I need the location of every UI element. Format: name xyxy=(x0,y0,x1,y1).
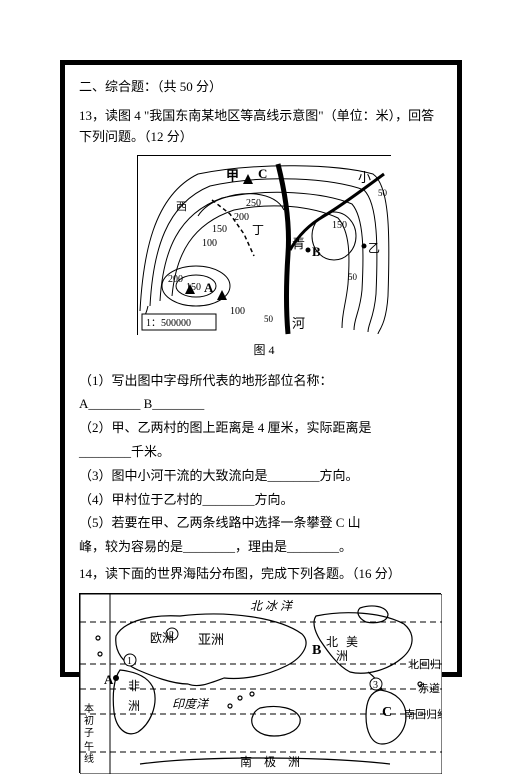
figure-4-caption: 图 4 xyxy=(137,341,391,360)
q13-1-blank-a: A________ xyxy=(79,396,140,411)
svg-text:150: 150 xyxy=(186,282,201,293)
svg-text:250: 250 xyxy=(246,198,261,209)
svg-text:丁: 丁 xyxy=(252,223,264,237)
q13-5b: 峰，较为容易的是________，理由是________。 xyxy=(79,537,443,558)
q13-5a: （5）若要在甲、乙两条线路中选择一条攀登 C 山 xyxy=(79,513,443,534)
svg-text:非: 非 xyxy=(128,679,140,693)
meridian-label-a: 本 xyxy=(84,702,94,715)
q14-stem: 14，读下面的世界海陆分布图，完成下列各题。（16 分） xyxy=(79,564,443,585)
svg-text:北回归线: 北回归线 xyxy=(408,657,442,671)
svg-text:50: 50 xyxy=(378,188,388,198)
svg-text:青: 青 xyxy=(292,236,305,251)
scale-label: 1：500000 xyxy=(146,318,191,329)
q13-1: （1）写出图中字母所代表的地形部位名称： xyxy=(79,371,443,392)
q13-1-blanks: A________ B________ xyxy=(79,394,443,415)
svg-text:50: 50 xyxy=(348,272,358,282)
svg-text:赤道: 赤道 xyxy=(418,681,440,695)
q13-2a: （2）甲、乙两村的图上距离是 4 厘米，实际距离是 xyxy=(79,418,443,439)
svg-text:午: 午 xyxy=(84,740,94,753)
svg-text:西: 西 xyxy=(176,201,187,213)
svg-text:甲: 甲 xyxy=(226,168,239,183)
svg-text:150: 150 xyxy=(212,224,227,235)
svg-text:初: 初 xyxy=(84,714,94,727)
figure-world-map: 1 2 3 北 冰 洋 欧洲 亚洲 北 美 洲 B 北回归线 赤道 南回归线 A… xyxy=(79,593,441,773)
figure-4-contour-map: 甲 C 西 250 200 150 100 丁 小 50 150 B 乙 50 … xyxy=(137,155,391,335)
q13-2b: ________千米。 xyxy=(79,442,443,463)
svg-text:河: 河 xyxy=(292,316,305,331)
svg-text:印度洋: 印度洋 xyxy=(172,697,210,711)
svg-text:南回归线: 南回归线 xyxy=(404,707,442,721)
section-heading: 二、综合题：（共 50 分） xyxy=(79,77,443,98)
svg-text:200: 200 xyxy=(234,212,249,223)
q13-3: （3）图中小河干流的大致流向是________方向。 xyxy=(79,466,443,487)
svg-text:南 极 洲: 南 极 洲 xyxy=(240,754,300,769)
svg-text:150: 150 xyxy=(332,220,347,231)
svg-text:北 冰 洋: 北 冰 洋 xyxy=(250,599,294,613)
svg-text:洲: 洲 xyxy=(336,649,348,663)
svg-text:100: 100 xyxy=(202,238,217,249)
svg-text:线: 线 xyxy=(84,752,94,765)
svg-text:A: A xyxy=(204,280,214,295)
svg-text:欧洲: 欧洲 xyxy=(150,631,174,645)
svg-text:1: 1 xyxy=(127,656,132,667)
svg-text:乙: 乙 xyxy=(368,241,380,255)
svg-text:北: 北 xyxy=(326,635,338,649)
svg-text:100: 100 xyxy=(230,306,245,317)
q13-stem: 13，读图 4 "我国东南某地区等高线示意图"（单位：米），回答下列问题。（12… xyxy=(79,106,443,148)
svg-text:C: C xyxy=(382,705,392,720)
svg-text:200: 200 xyxy=(168,274,183,285)
svg-text:美: 美 xyxy=(346,635,358,649)
svg-text:C: C xyxy=(258,166,267,181)
svg-text:B: B xyxy=(312,643,321,658)
svg-text:亚洲: 亚洲 xyxy=(198,632,224,647)
svg-text:洲: 洲 xyxy=(128,699,140,713)
svg-text:小: 小 xyxy=(358,170,371,185)
svg-text:50: 50 xyxy=(264,314,274,324)
q13-4: （4）甲村位于乙村的________方向。 xyxy=(79,490,443,511)
svg-text:3: 3 xyxy=(373,680,378,691)
svg-text:A: A xyxy=(104,672,114,687)
svg-text:B: B xyxy=(312,244,321,259)
q13-1-blank-b: B________ xyxy=(144,396,205,411)
